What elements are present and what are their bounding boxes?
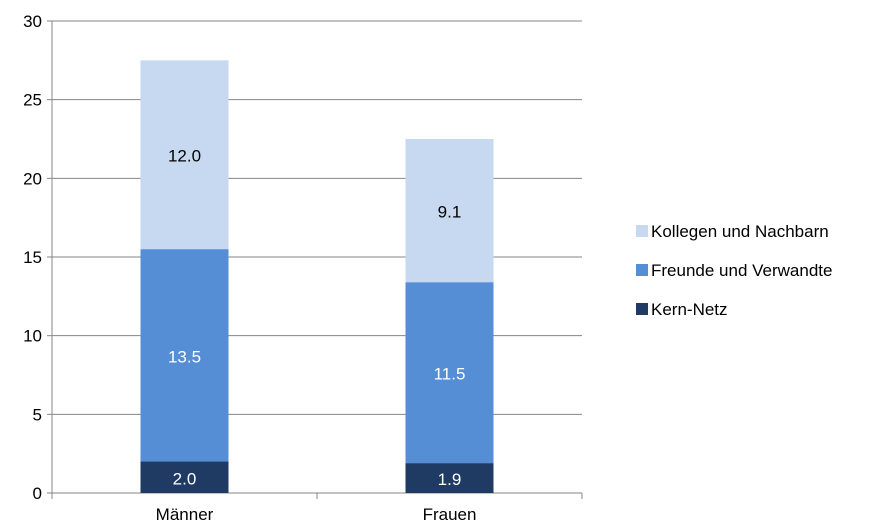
data-label: 2.0 [173,469,197,488]
data-label: 1.9 [438,470,462,489]
x-tick-label: Männer [156,505,214,524]
gridlines [52,20,582,415]
legend-swatch [636,303,648,315]
data-label: 9.1 [438,203,462,222]
y-tick-label: 15 [23,248,42,267]
bar-segment [140,249,229,462]
y-tick-label: 20 [23,169,42,188]
bars [140,60,494,493]
y-tick-label: 0 [33,484,42,503]
x-tick-label: Frauen [423,505,477,524]
y-tick-label: 10 [23,327,42,346]
y-tick-label: 30 [23,12,42,31]
y-tick-label: 25 [23,91,42,110]
y-tick-label: 5 [33,405,42,424]
bar-segment [405,139,494,283]
data-label: 13.5 [168,347,201,366]
bar-segment [140,461,229,493]
legend-label: Freunde und Verwandte [651,261,832,280]
legend-swatch [636,225,648,237]
data-labels: 2.0 13.5 12.0 1.9 11.5 9.1 [168,147,465,489]
bar-segment [405,282,494,464]
bar-segment [405,463,494,493]
legend-swatch [636,264,648,276]
axes: 0 5 10 15 20 25 30 Männer Frauen [23,12,583,524]
legend-label: Kollegen und Nachbarn [651,222,829,241]
legend-label: Kern-Netz [651,300,728,319]
bar-segment [140,60,229,250]
legend: Kollegen und Nachbarn Freunde und Verwand… [636,222,832,319]
data-label: 12.0 [168,147,201,166]
data-label: 11.5 [434,365,466,384]
